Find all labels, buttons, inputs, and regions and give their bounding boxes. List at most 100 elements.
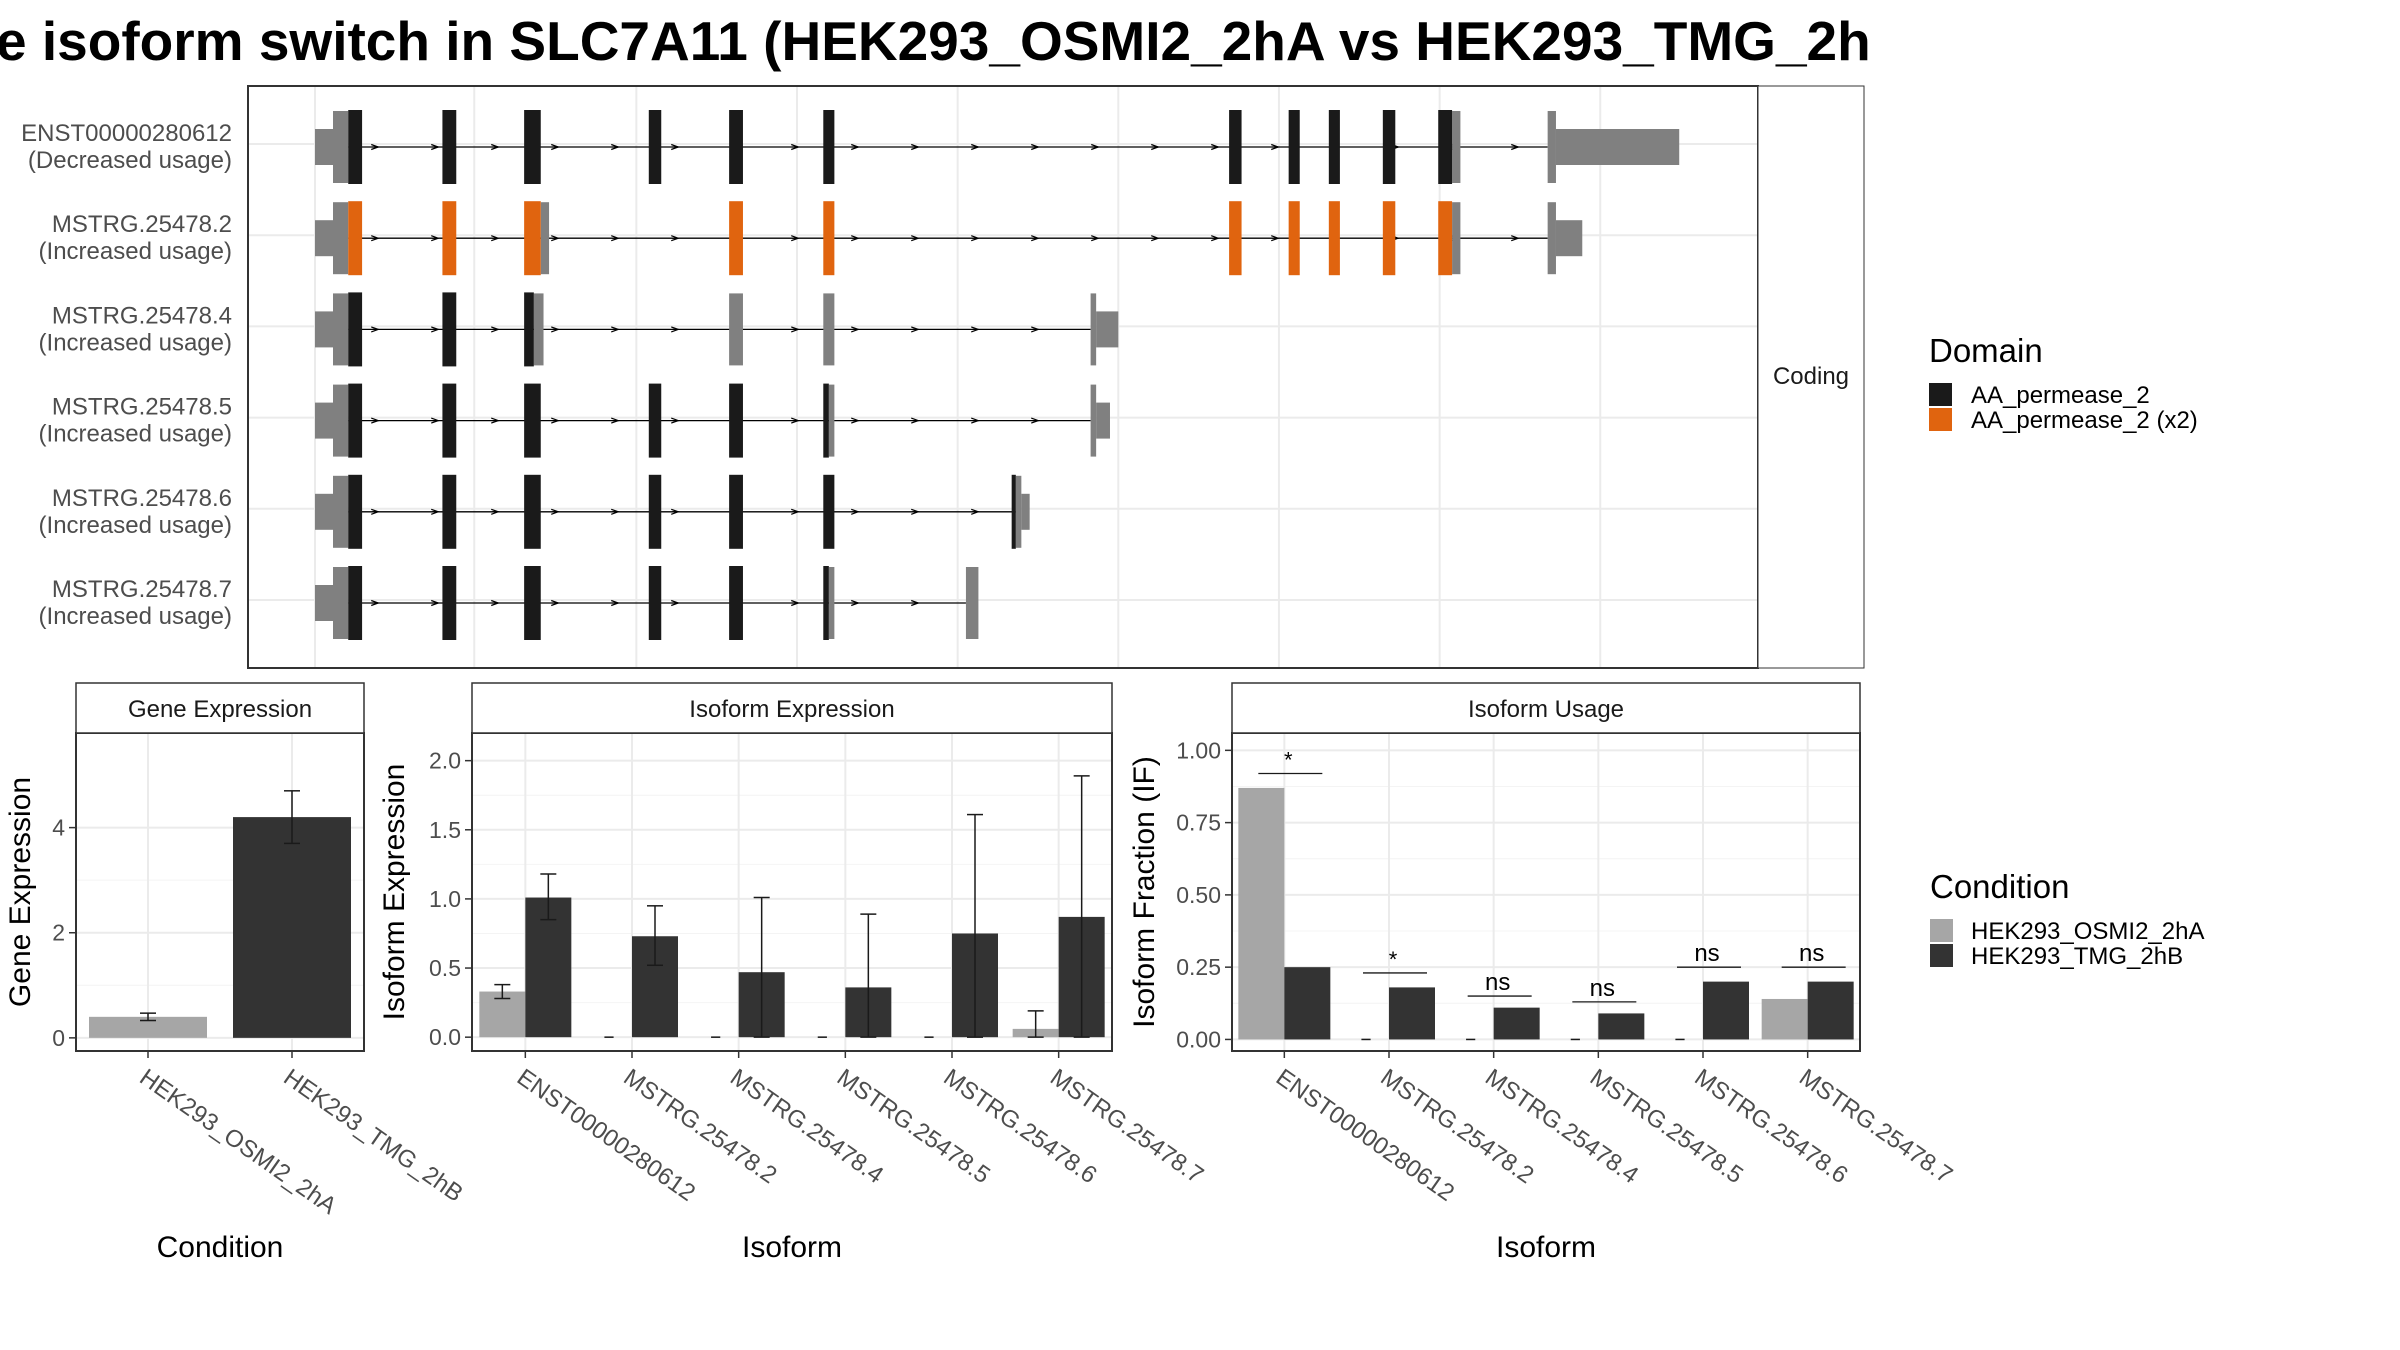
bar (233, 817, 351, 1038)
plot-background (472, 733, 1112, 1051)
isoform-track (315, 292, 1119, 367)
isoform-track (315, 383, 1110, 458)
bar (525, 897, 572, 1038)
y-tick-label: 2 (52, 920, 65, 946)
noncoding-segment (315, 402, 334, 439)
exon-black (442, 110, 457, 184)
bar (1598, 1013, 1645, 1040)
noncoding-segment (1452, 111, 1461, 183)
noncoding-segment (1090, 384, 1097, 457)
noncoding-segment (729, 293, 743, 366)
exon-black (348, 292, 363, 367)
exon-black (524, 292, 534, 367)
exon-black (1328, 110, 1340, 184)
exon-black (648, 383, 662, 458)
noncoding-segment (1096, 402, 1110, 439)
exon-black (524, 383, 541, 458)
exon-orange (823, 201, 835, 276)
bar (1284, 967, 1331, 1040)
exon-black (348, 110, 363, 184)
exon-orange (1229, 201, 1242, 276)
y-axis-label: Isoform Expression (378, 764, 411, 1021)
exon-orange (442, 201, 457, 276)
condition-legend-label: HEK293_OSMI2_2hA (1971, 918, 2204, 945)
significance-label: ns (1590, 975, 1615, 1002)
y-tick-label: 0 (52, 1025, 65, 1051)
noncoding-segment (333, 475, 349, 548)
facet-strip-label: Isoform Expression (689, 696, 894, 723)
exon-black (442, 474, 457, 549)
facet-strip (75, 682, 365, 734)
noncoding-segment (315, 129, 334, 165)
isoform-name-label: MSTRG.25478.6 (52, 485, 232, 512)
condition-legend-swatch (1930, 944, 1953, 967)
exon-orange (1328, 201, 1340, 276)
y-tick-label: 2.0 (429, 748, 461, 774)
y-tick-label: 1.00 (1176, 737, 1221, 763)
noncoding-segment (1021, 493, 1030, 530)
isoform-name-label: MSTRG.25478.5 (52, 394, 232, 421)
noncoding-segment (1096, 311, 1119, 348)
noncoding-segment (1547, 202, 1556, 275)
exon-black (348, 474, 363, 549)
significance-label: * (1389, 947, 1398, 972)
domain-legend-label: AA_permease_2 (1971, 382, 2150, 409)
exon-orange (348, 201, 363, 276)
noncoding-segment (333, 293, 349, 366)
bar (1703, 981, 1749, 1040)
condition-legend-swatch (1930, 919, 1953, 942)
bar (89, 1016, 207, 1038)
isoform-usage-label: (Increased usage) (39, 421, 232, 448)
y-tick-label: 0.5 (429, 955, 461, 981)
domain-legend-label: AA_permease_2 (x2) (1971, 407, 2198, 434)
x-tick-label: ENST00000280612 (512, 1064, 700, 1207)
structure-panel-bg (248, 86, 1758, 668)
bar (1389, 987, 1435, 1040)
x-tick-label: ENST00000280612 (1271, 1064, 1459, 1207)
noncoding-segment (333, 384, 349, 457)
exon-black (648, 110, 662, 184)
exon-black (729, 566, 743, 640)
exon-black (1229, 110, 1242, 184)
exon-black (729, 110, 743, 184)
exon-black (524, 110, 541, 184)
condition-legend-label: HEK293_TMG_2hB (1971, 943, 2183, 970)
isoform-usage-label: (Increased usage) (39, 603, 232, 630)
noncoding-segment (315, 585, 334, 621)
bar-panel: Isoform Expression 0.0 0.5 1.0 1.5 2.0 Isoform… (378, 682, 1208, 1264)
y-tick-label: 0.75 (1176, 810, 1221, 836)
exon-black (823, 110, 835, 184)
noncoding-segment (333, 567, 349, 639)
domain-legend-swatch (1929, 383, 1952, 406)
isoform-name-label: ENST00000280612 (21, 120, 232, 147)
exon-black (729, 474, 743, 549)
x-axis-label: Isoform (1496, 1231, 1596, 1264)
bar (1493, 1007, 1540, 1040)
noncoding-segment (828, 567, 835, 639)
bar-panel: * * ns ns ns ns Isoform Usage 0.00 0.25 0.50 0.75 1… (1128, 682, 1957, 1264)
y-tick-label: 0.50 (1176, 882, 1221, 908)
noncoding-segment (315, 493, 334, 530)
facet-strip-label: Isoform Usage (1468, 696, 1624, 723)
exon-orange (1438, 201, 1453, 276)
significance-label: ns (1485, 969, 1510, 996)
facet-strip (1231, 682, 1861, 734)
y-tick-label: 0.0 (429, 1024, 461, 1050)
domain-legend-title: Domain (1929, 332, 2043, 369)
isoform-usage-label: (Increased usage) (39, 329, 232, 356)
y-axis-label: Gene Expression (4, 777, 37, 1007)
isoform-name-label: MSTRG.25478.7 (52, 576, 232, 603)
facet-label-coding: Coding (1773, 363, 1849, 390)
exon-black (1011, 474, 1016, 549)
exon-orange (1288, 201, 1300, 276)
noncoding-segment (333, 202, 349, 275)
x-axis-label: Condition (157, 1231, 284, 1264)
exon-orange (729, 201, 743, 276)
isoform-usage-label: (Increased usage) (39, 238, 232, 265)
exon-black (442, 292, 457, 367)
exon-black (823, 566, 829, 640)
facet-strip-label: Gene Expression (128, 696, 312, 723)
exon-black (348, 566, 363, 640)
condition-legend-title: Condition (1930, 868, 2069, 905)
